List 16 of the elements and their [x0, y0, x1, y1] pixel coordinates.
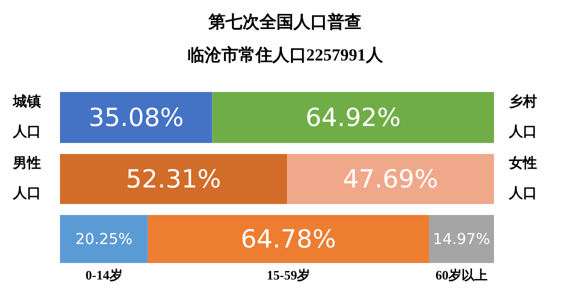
chart-title: 第七次全国人口普查 [208, 12, 362, 32]
data-label: 52.31% [126, 164, 222, 194]
data-label: 64.78% [240, 224, 336, 254]
series-label: 60岁以上 [436, 268, 488, 282]
data-label: 47.69% [342, 164, 438, 194]
data-label: 20.25% [75, 230, 133, 248]
series-label: 乡村人口 [508, 93, 537, 140]
chart-subtitle: 临沧市常住人口2257991人 [187, 46, 384, 64]
data-label: 35.08% [88, 103, 184, 132]
data-label: 64.92% [305, 103, 401, 132]
series-label: 15-59岁 [266, 268, 310, 282]
series-label: 0-14岁 [86, 268, 122, 282]
data-label: 14.97% [432, 230, 490, 248]
series-label: 女性人口 [508, 156, 537, 202]
series-label: 城镇人口 [12, 94, 41, 140]
series-label: 男性人口 [12, 156, 41, 202]
